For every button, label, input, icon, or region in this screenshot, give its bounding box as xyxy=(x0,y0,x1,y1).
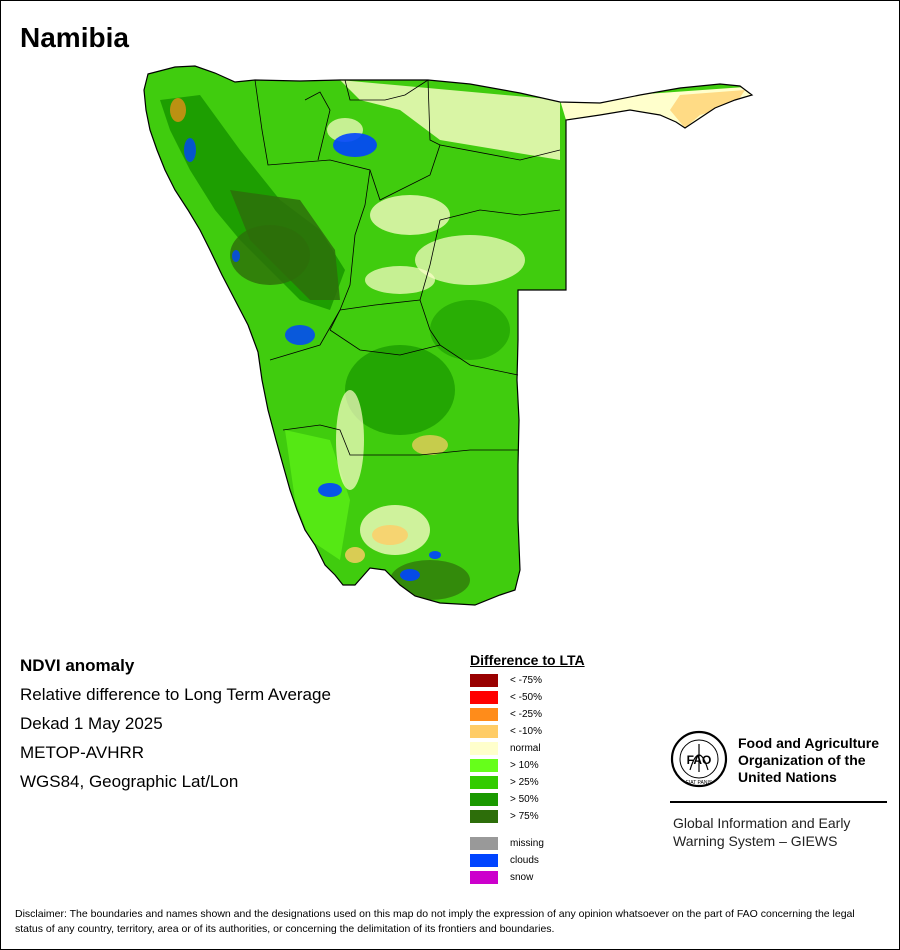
legend-item: > 10% xyxy=(470,759,539,772)
legend-title: Difference to LTA xyxy=(470,652,585,668)
legend-item: snow xyxy=(470,871,533,884)
legend-label: snow xyxy=(510,872,534,883)
giews-system-name: Global Information and Early Warning Sys… xyxy=(673,815,851,849)
legend-swatch xyxy=(470,708,498,721)
fao-organization-name: Food and Agriculture Organization of the… xyxy=(738,735,880,785)
legend-item: missing xyxy=(470,837,544,850)
legend-label: > 50% xyxy=(510,794,539,805)
fao-logo-motto: FIAT PANIS xyxy=(686,780,713,786)
fao-divider xyxy=(670,801,887,803)
legend-label: normal xyxy=(510,743,541,754)
legend-swatch xyxy=(470,776,498,789)
legend-swatch xyxy=(470,691,498,704)
legend-label: > 25% xyxy=(510,777,539,788)
legend-item: < -25% xyxy=(470,708,542,721)
info-line-projection: WGS84, Geographic Lat/Lon xyxy=(20,772,239,791)
info-line-date: Dekad 1 May 2025 xyxy=(20,714,163,733)
legend-item: < -75% xyxy=(470,674,542,687)
info-heading: NDVI anomaly xyxy=(20,656,135,675)
legend-swatch xyxy=(470,871,498,884)
legend-swatch xyxy=(470,742,498,755)
legend-item: < -10% xyxy=(470,725,542,738)
disclaimer-text: Disclaimer: The boundaries and names sho… xyxy=(15,908,855,935)
fao-logo-text: FAO xyxy=(687,753,712,767)
admin-boundaries xyxy=(254,79,561,456)
map-legend: Difference to LTA < -75% < -50% < -25% < -1… xyxy=(470,652,585,884)
info-line-description: Relative difference to Long Term Average xyxy=(20,685,331,704)
legend-label: clouds xyxy=(510,855,539,866)
legend-item: clouds xyxy=(470,854,539,867)
legend-swatch xyxy=(470,674,498,687)
legend-swatch xyxy=(470,759,498,772)
legend-label: > 75% xyxy=(510,811,539,822)
map-title: Namibia xyxy=(20,22,129,53)
legend-item: > 75% xyxy=(470,810,539,823)
legend-item: < -50% xyxy=(470,691,542,704)
ndvi-raster xyxy=(144,66,752,605)
legend-label: < -75% xyxy=(510,675,542,686)
legend-item: > 25% xyxy=(470,776,539,789)
legend-label: < -50% xyxy=(510,692,542,703)
legend-swatch xyxy=(470,810,498,823)
legend-label: > 10% xyxy=(510,760,539,771)
map-info: NDVI anomaly Relative difference to Long… xyxy=(20,656,331,801)
legend-swatch xyxy=(470,793,498,806)
legend-swatch xyxy=(470,837,498,850)
legend-label: < -10% xyxy=(510,726,542,737)
legend-item: > 50% xyxy=(470,793,539,806)
fao-logo-icon: FAO FIAT PANIS xyxy=(670,730,728,788)
legend-item: normal xyxy=(470,742,541,755)
legend-label: < -25% xyxy=(510,709,542,720)
info-line-sensor: METOP-AVHRR xyxy=(20,743,145,762)
legend-label: missing xyxy=(510,838,544,849)
legend-swatch xyxy=(470,854,498,867)
namibia-ndvi-map xyxy=(143,65,753,606)
legend-swatch xyxy=(470,725,498,738)
